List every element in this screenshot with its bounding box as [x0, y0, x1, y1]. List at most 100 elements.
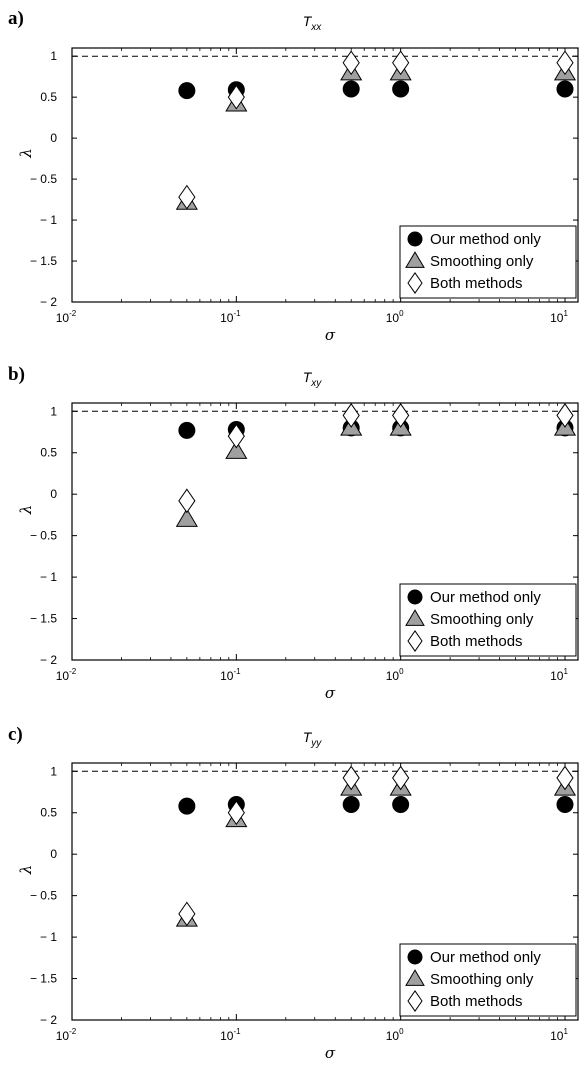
x-tick-label: 100: [386, 1027, 404, 1043]
x-axis-label: σ: [325, 1044, 336, 1062]
x-tick-label: 100: [386, 667, 404, 683]
chart-title: Txx: [303, 13, 323, 33]
x-tick-exponent: 1: [563, 309, 568, 318]
y-axis-label: λ: [17, 865, 35, 876]
y-tick-label: 0: [50, 131, 57, 145]
data-point: [342, 765, 360, 791]
y-tick-label: − 0.5: [30, 889, 57, 903]
chart-title-sub: xy: [310, 378, 322, 389]
x-tick-label: 101: [550, 667, 568, 683]
y-tick-label: − 1.5: [30, 254, 57, 268]
legend-label: Both methods: [430, 275, 523, 292]
legend-marker: [407, 231, 423, 247]
chart-title-sub: xx: [310, 22, 322, 33]
data-point: [178, 797, 196, 815]
data-point: [178, 184, 196, 210]
x-tick-label: 10-2: [56, 1027, 77, 1043]
x-tick-exponent: 0: [399, 667, 404, 676]
x-tick-exponent: -2: [69, 1027, 77, 1036]
legend-label: Smoothing only: [430, 971, 534, 988]
x-tick-exponent: 1: [563, 667, 568, 676]
plot-frame: [71, 762, 579, 1021]
legend-marker: [407, 630, 423, 652]
chart-title-main: T: [303, 729, 313, 745]
y-tick-label: 0: [50, 487, 57, 501]
x-tick-exponent: 0: [399, 1027, 404, 1036]
data-point: [342, 795, 360, 813]
y-tick-label: − 2: [40, 653, 57, 667]
legend: Our method only Smoothing only Both method…: [399, 583, 577, 657]
y-tick-label: − 1: [40, 930, 57, 944]
legend-label: Our method only: [430, 949, 541, 966]
legend: Our method only Smoothing only Both method…: [399, 225, 577, 299]
x-tick-exponent: -2: [69, 667, 77, 676]
data-point: [178, 421, 196, 439]
x-tick-base: 10: [56, 669, 70, 683]
legend: Our method only Smoothing only Both method…: [399, 943, 577, 1017]
panel-label: c): [8, 724, 23, 745]
data-point: [556, 765, 574, 791]
x-tick-base: 10: [56, 1029, 70, 1043]
data-point: [392, 765, 410, 791]
data-point: [392, 403, 410, 428]
y-tick-label: 1: [50, 49, 57, 63]
x-tick-label: 101: [550, 1027, 568, 1043]
x-tick-base: 10: [550, 669, 564, 683]
y-tick-label: − 1: [40, 570, 57, 584]
legend-label: Smoothing only: [430, 253, 534, 270]
x-tick-base: 10: [386, 311, 400, 325]
y-tick-label: − 2: [40, 295, 57, 309]
data-point: [175, 508, 198, 527]
data-point: [392, 80, 410, 98]
y-tick-label: − 0.5: [30, 172, 57, 186]
data-point: [178, 82, 196, 100]
x-tick-exponent: 1: [563, 1027, 568, 1036]
x-tick-exponent: -1: [233, 309, 241, 318]
x-tick-base: 10: [220, 311, 234, 325]
data-point: [556, 50, 574, 76]
x-axis-label: σ: [325, 684, 336, 702]
x-tick-label: 10-1: [220, 309, 241, 325]
x-tick-label: 10-1: [220, 667, 241, 683]
data-point: [392, 795, 410, 813]
data-point: [556, 795, 574, 813]
data-point: [227, 423, 245, 449]
data-point: [342, 50, 360, 76]
x-tick-exponent: -1: [233, 667, 241, 676]
x-tick-base: 10: [220, 669, 234, 683]
data-point: [556, 80, 574, 98]
chart-title-main: T: [303, 369, 313, 385]
y-tick-label: − 1.5: [30, 972, 57, 986]
x-tick-label: 10-2: [56, 309, 77, 325]
legend-box: [399, 943, 577, 1017]
legend-label: Both methods: [430, 633, 523, 650]
y-axis-label: λ: [17, 148, 35, 159]
panel-label: a): [8, 8, 24, 29]
legend-marker: [407, 990, 423, 1012]
y-tick-label: 0.5: [40, 446, 57, 460]
legend-marker: [405, 969, 425, 986]
x-tick-base: 10: [386, 1029, 400, 1043]
x-tick-base: 10: [550, 1029, 564, 1043]
legend-box: [399, 583, 577, 657]
chart-title: Txy: [303, 369, 323, 389]
data-point: [178, 488, 196, 514]
y-tick-label: 0.5: [40, 90, 57, 104]
legend-marker: [405, 609, 425, 626]
legend-marker: [407, 272, 423, 294]
x-tick-label: 101: [550, 309, 568, 325]
y-tick-label: 1: [50, 404, 57, 418]
data-point: [225, 440, 248, 459]
legend-label: Our method only: [430, 589, 541, 606]
chart-title: Tyy: [303, 729, 323, 749]
legend-label: Both methods: [430, 993, 523, 1010]
x-axis-label: σ: [325, 326, 336, 344]
panel-label: b): [8, 364, 25, 385]
plot-frame: [71, 47, 579, 303]
x-tick-base: 10: [56, 311, 70, 325]
chart-title-main: T: [303, 13, 313, 29]
legend-label: Our method only: [430, 231, 541, 248]
